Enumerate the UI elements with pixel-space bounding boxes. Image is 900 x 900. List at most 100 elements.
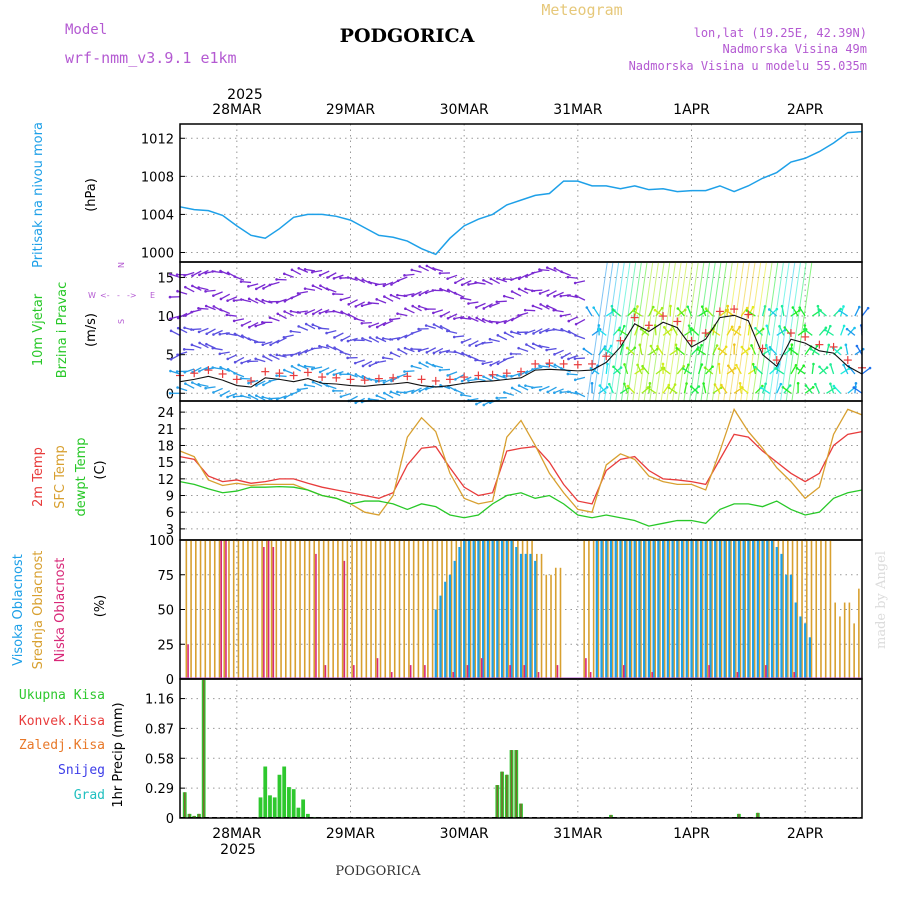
wind-arrowhead (842, 305, 845, 308)
wind-arrow (426, 265, 437, 272)
wind-arrowhead (255, 394, 258, 397)
precip-conv-bar (506, 774, 508, 818)
wind-arrowhead (183, 326, 186, 330)
wind-arrow (619, 325, 625, 336)
wind-hatch (734, 261, 756, 402)
temp-labels: 2m Temp SFC Temp dewpt Temp (C) (31, 437, 108, 516)
wind-arrow (263, 355, 273, 362)
wind-arrowhead (531, 271, 534, 275)
wind-arrowhead (360, 321, 364, 325)
wind-arrowhead (608, 382, 611, 386)
wind-arrow (376, 283, 387, 286)
wind-arrowhead (439, 287, 442, 291)
wind-arrowhead (404, 307, 407, 310)
wind-arrowhead (517, 374, 521, 377)
wind-arrowhead (381, 337, 385, 340)
wind-arrow (212, 270, 223, 274)
clouds-ytick-label: 25 (157, 638, 174, 653)
wind-arrowhead (453, 388, 457, 392)
wind-arrowhead (347, 313, 350, 316)
wind-arrow (354, 318, 365, 322)
wind-arrowhead (382, 381, 386, 384)
temperature-ytick-label: 3 (166, 523, 174, 538)
wind-arrowhead (183, 370, 187, 374)
wind-arrowhead (226, 299, 229, 302)
wind-arrowhead (297, 325, 300, 328)
wind-arrowhead (538, 344, 541, 348)
wind-arrow (368, 398, 379, 401)
wind-arrow (846, 328, 856, 336)
wind-arrowhead (390, 379, 393, 383)
wind-arrowhead (482, 307, 486, 310)
wind-arrow (248, 283, 259, 287)
wind-arrowhead (482, 278, 485, 282)
wind-arrow (697, 344, 703, 355)
wind-arrowhead (788, 347, 792, 351)
wind-arrowhead (332, 309, 336, 313)
wind-hatch (615, 261, 637, 402)
wind-arrow (256, 298, 266, 305)
wind-arrow (719, 346, 727, 356)
temp-unit: (C) (93, 460, 108, 479)
wind-hatch (706, 261, 728, 402)
wind-arrowhead (255, 287, 258, 291)
wind-arrow (511, 331, 522, 336)
wind-arrowhead (282, 272, 286, 276)
wind-arrowhead (268, 300, 271, 304)
wind-arrow (419, 289, 429, 296)
wind-arrowhead (389, 390, 393, 394)
wind-arrowhead (481, 341, 484, 345)
wind-arrowhead (425, 264, 429, 268)
wind-arrowhead (853, 326, 856, 330)
wind-arrow (468, 397, 479, 401)
wind-arrowhead (653, 308, 657, 312)
precip-conv-bar (496, 785, 499, 818)
wind-hatch (598, 261, 620, 402)
wind-hatch (592, 261, 614, 402)
wind-arrowhead (496, 362, 500, 366)
wind-arrow (198, 383, 209, 387)
wind-arrow (468, 301, 479, 305)
wind-arrow (334, 332, 344, 339)
wind-arrow (826, 387, 836, 394)
precip-legend-hail: Grad (74, 788, 105, 803)
wind-arrowhead (809, 347, 813, 351)
wind-hatch (632, 261, 654, 402)
wind-arrowhead (282, 335, 286, 339)
wind-arrowhead (552, 328, 556, 331)
wind-arrow (539, 365, 550, 368)
wind-arrow (192, 381, 202, 388)
wind-arrowhead (346, 356, 349, 360)
wind-arrowhead (818, 365, 821, 369)
wind-arrow (383, 281, 394, 287)
wind-arrow (333, 310, 344, 315)
wind-hatch (683, 261, 705, 402)
wind-arrow (361, 321, 372, 324)
wind-arrowhead (467, 379, 470, 382)
wind-ytick-label: 0 (166, 387, 174, 402)
wind-arrowhead (796, 381, 800, 385)
pressure-unit: (hPa) (84, 178, 99, 212)
wind-arrowhead (832, 384, 836, 388)
wind-arrow (560, 313, 571, 317)
wind-arrowhead (375, 298, 379, 301)
wind-hatch (666, 261, 688, 402)
wind-arrow (276, 395, 287, 400)
wind-arrowhead (461, 351, 464, 355)
wind-arrowhead (418, 293, 422, 297)
wind-arrowhead (417, 305, 421, 308)
wind-arrowhead (310, 347, 314, 351)
wind-arrowhead (574, 390, 578, 394)
wind-arrowhead (226, 368, 230, 371)
wind-arrowhead (738, 382, 742, 385)
wind-hatch (660, 261, 682, 402)
wind-arrowhead (226, 395, 229, 399)
wind-arrow (220, 366, 230, 372)
wind-arrow (327, 368, 337, 375)
wind-arrow (675, 344, 678, 355)
wind-arrow (397, 334, 408, 340)
top-year-label: 2025 (227, 87, 263, 103)
wind-arrow (790, 364, 797, 375)
wind-arrowhead (247, 393, 251, 397)
